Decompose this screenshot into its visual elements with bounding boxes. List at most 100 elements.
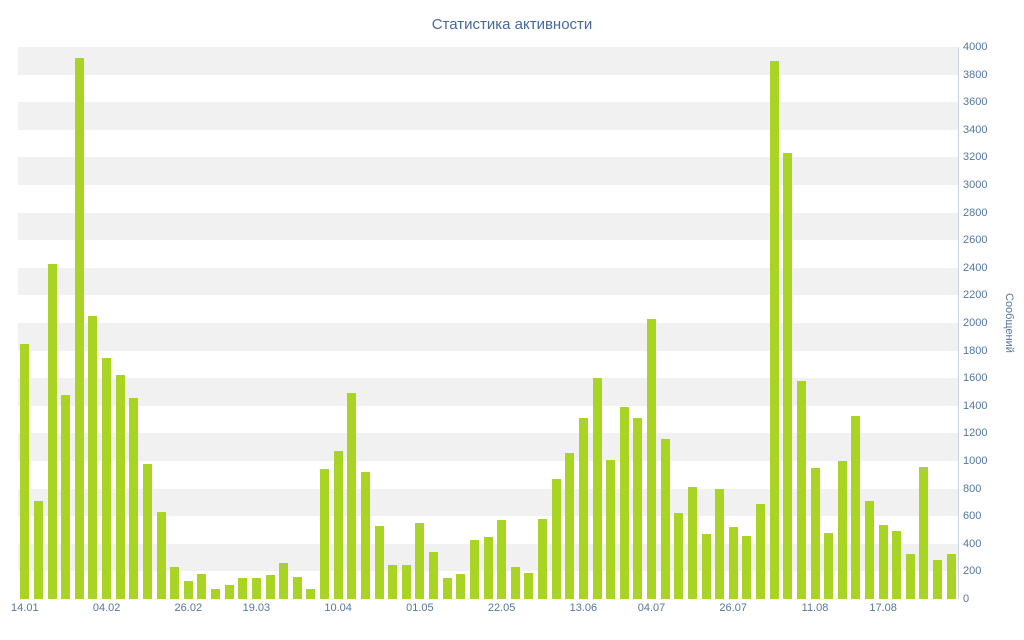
bar [933, 560, 943, 599]
bar [183, 581, 193, 599]
bar [810, 467, 820, 599]
bar [102, 357, 112, 599]
bar [769, 60, 779, 599]
bar [333, 451, 343, 599]
bar [197, 574, 207, 599]
bar [483, 536, 493, 599]
bar [824, 532, 834, 599]
bar [156, 512, 166, 599]
bar [919, 466, 929, 599]
bar [360, 472, 370, 599]
y-axis-tick-label: 3400 [963, 123, 988, 136]
background-band [18, 212, 958, 241]
chart-title: Статистика активности [431, 16, 593, 33]
y-axis-tick-label: 2200 [963, 289, 988, 302]
bar [742, 535, 752, 599]
y-axis-tick-label: 800 [963, 482, 982, 495]
y-axis-title: Сообщений [1003, 293, 1015, 353]
x-axis-tick-label: 19.03 [242, 602, 271, 614]
bar [20, 343, 30, 599]
bar [687, 487, 697, 599]
x-axis-tick-label: 04.02 [92, 602, 121, 614]
bar [510, 567, 520, 599]
bar [878, 524, 888, 599]
y-axis-tick-label: 3200 [963, 151, 988, 164]
y-axis-tick-label: 2600 [963, 234, 988, 247]
background-band [18, 157, 958, 185]
y-axis-tick-label: 1800 [963, 344, 988, 357]
bar [211, 589, 220, 599]
x-axis-tick-label: 17.08 [869, 602, 897, 614]
bar [456, 574, 466, 599]
x-axis-tick-label: 11.08 [801, 602, 829, 614]
bar [674, 513, 684, 599]
bar [251, 578, 261, 599]
bar [129, 397, 139, 599]
bar [851, 415, 861, 599]
bar [415, 523, 425, 599]
bar [142, 463, 152, 599]
bar [442, 578, 452, 599]
bar [606, 459, 616, 599]
y-axis-tick-label: 2000 [963, 317, 988, 329]
bar [538, 519, 547, 599]
y-axis-tick-label: 1400 [963, 399, 988, 412]
bar [633, 418, 643, 599]
bar [701, 534, 711, 599]
bar [551, 478, 561, 599]
bars-layer [18, 47, 958, 599]
y-axis-tick-label: 0 [963, 593, 970, 605]
y-axis-tick-label: 400 [963, 537, 982, 550]
y-axis-tick-label: 2400 [963, 261, 988, 274]
x-axis-tick-label: 10.04 [324, 602, 352, 614]
bar [115, 375, 125, 599]
bar [578, 418, 588, 599]
bar [524, 572, 534, 599]
bar [265, 574, 275, 599]
bar [864, 501, 874, 599]
bar [497, 520, 507, 599]
bar [715, 488, 725, 599]
bar [469, 539, 479, 599]
bar [892, 531, 902, 599]
y-axis-tick-label: 3600 [963, 96, 988, 109]
bar [905, 553, 915, 599]
y-axis-tick-label: 3800 [963, 68, 988, 81]
bar [74, 58, 84, 599]
y-axis-tick-label: 1200 [963, 427, 988, 440]
bar [619, 407, 629, 599]
bar [728, 527, 738, 599]
bar [388, 564, 398, 599]
bar [401, 564, 411, 599]
bar [47, 263, 57, 599]
x-axis-tick-label: 13.06 [569, 602, 598, 614]
bar [374, 525, 384, 599]
background-band [18, 102, 958, 130]
plot-area [18, 47, 959, 599]
background-band [18, 323, 958, 351]
y-axis-tick-label: 4000 [963, 41, 988, 53]
x-axis-tick-label: 22.05 [487, 602, 516, 614]
bar [279, 563, 289, 599]
bar [170, 567, 180, 599]
background-band [18, 47, 958, 75]
bar [647, 318, 656, 599]
bar [88, 316, 98, 599]
bar [565, 452, 575, 599]
y-axis-tick-label: 3000 [963, 179, 988, 191]
y-axis-tick-label: 2800 [963, 206, 988, 219]
bar [429, 552, 438, 599]
x-axis-tick-label: 14.01 [11, 602, 39, 614]
bar [306, 589, 316, 599]
y-axis-labels: 0 200 400 600 800 1000 1200 1400 1600 1800 2000 220… [963, 41, 1003, 605]
bar [837, 461, 847, 599]
bar [320, 469, 329, 599]
bar [756, 503, 765, 599]
x-axis-labels: 14.01 04.02 26.02 19.03 10.04 01.05 22.05 13.06… [0, 602, 1024, 618]
bar [796, 381, 806, 599]
x-axis-tick-label: 26.07 [719, 602, 747, 614]
bar [238, 578, 248, 599]
y-axis-tick-label: 1000 [963, 455, 988, 467]
bar [61, 394, 71, 599]
